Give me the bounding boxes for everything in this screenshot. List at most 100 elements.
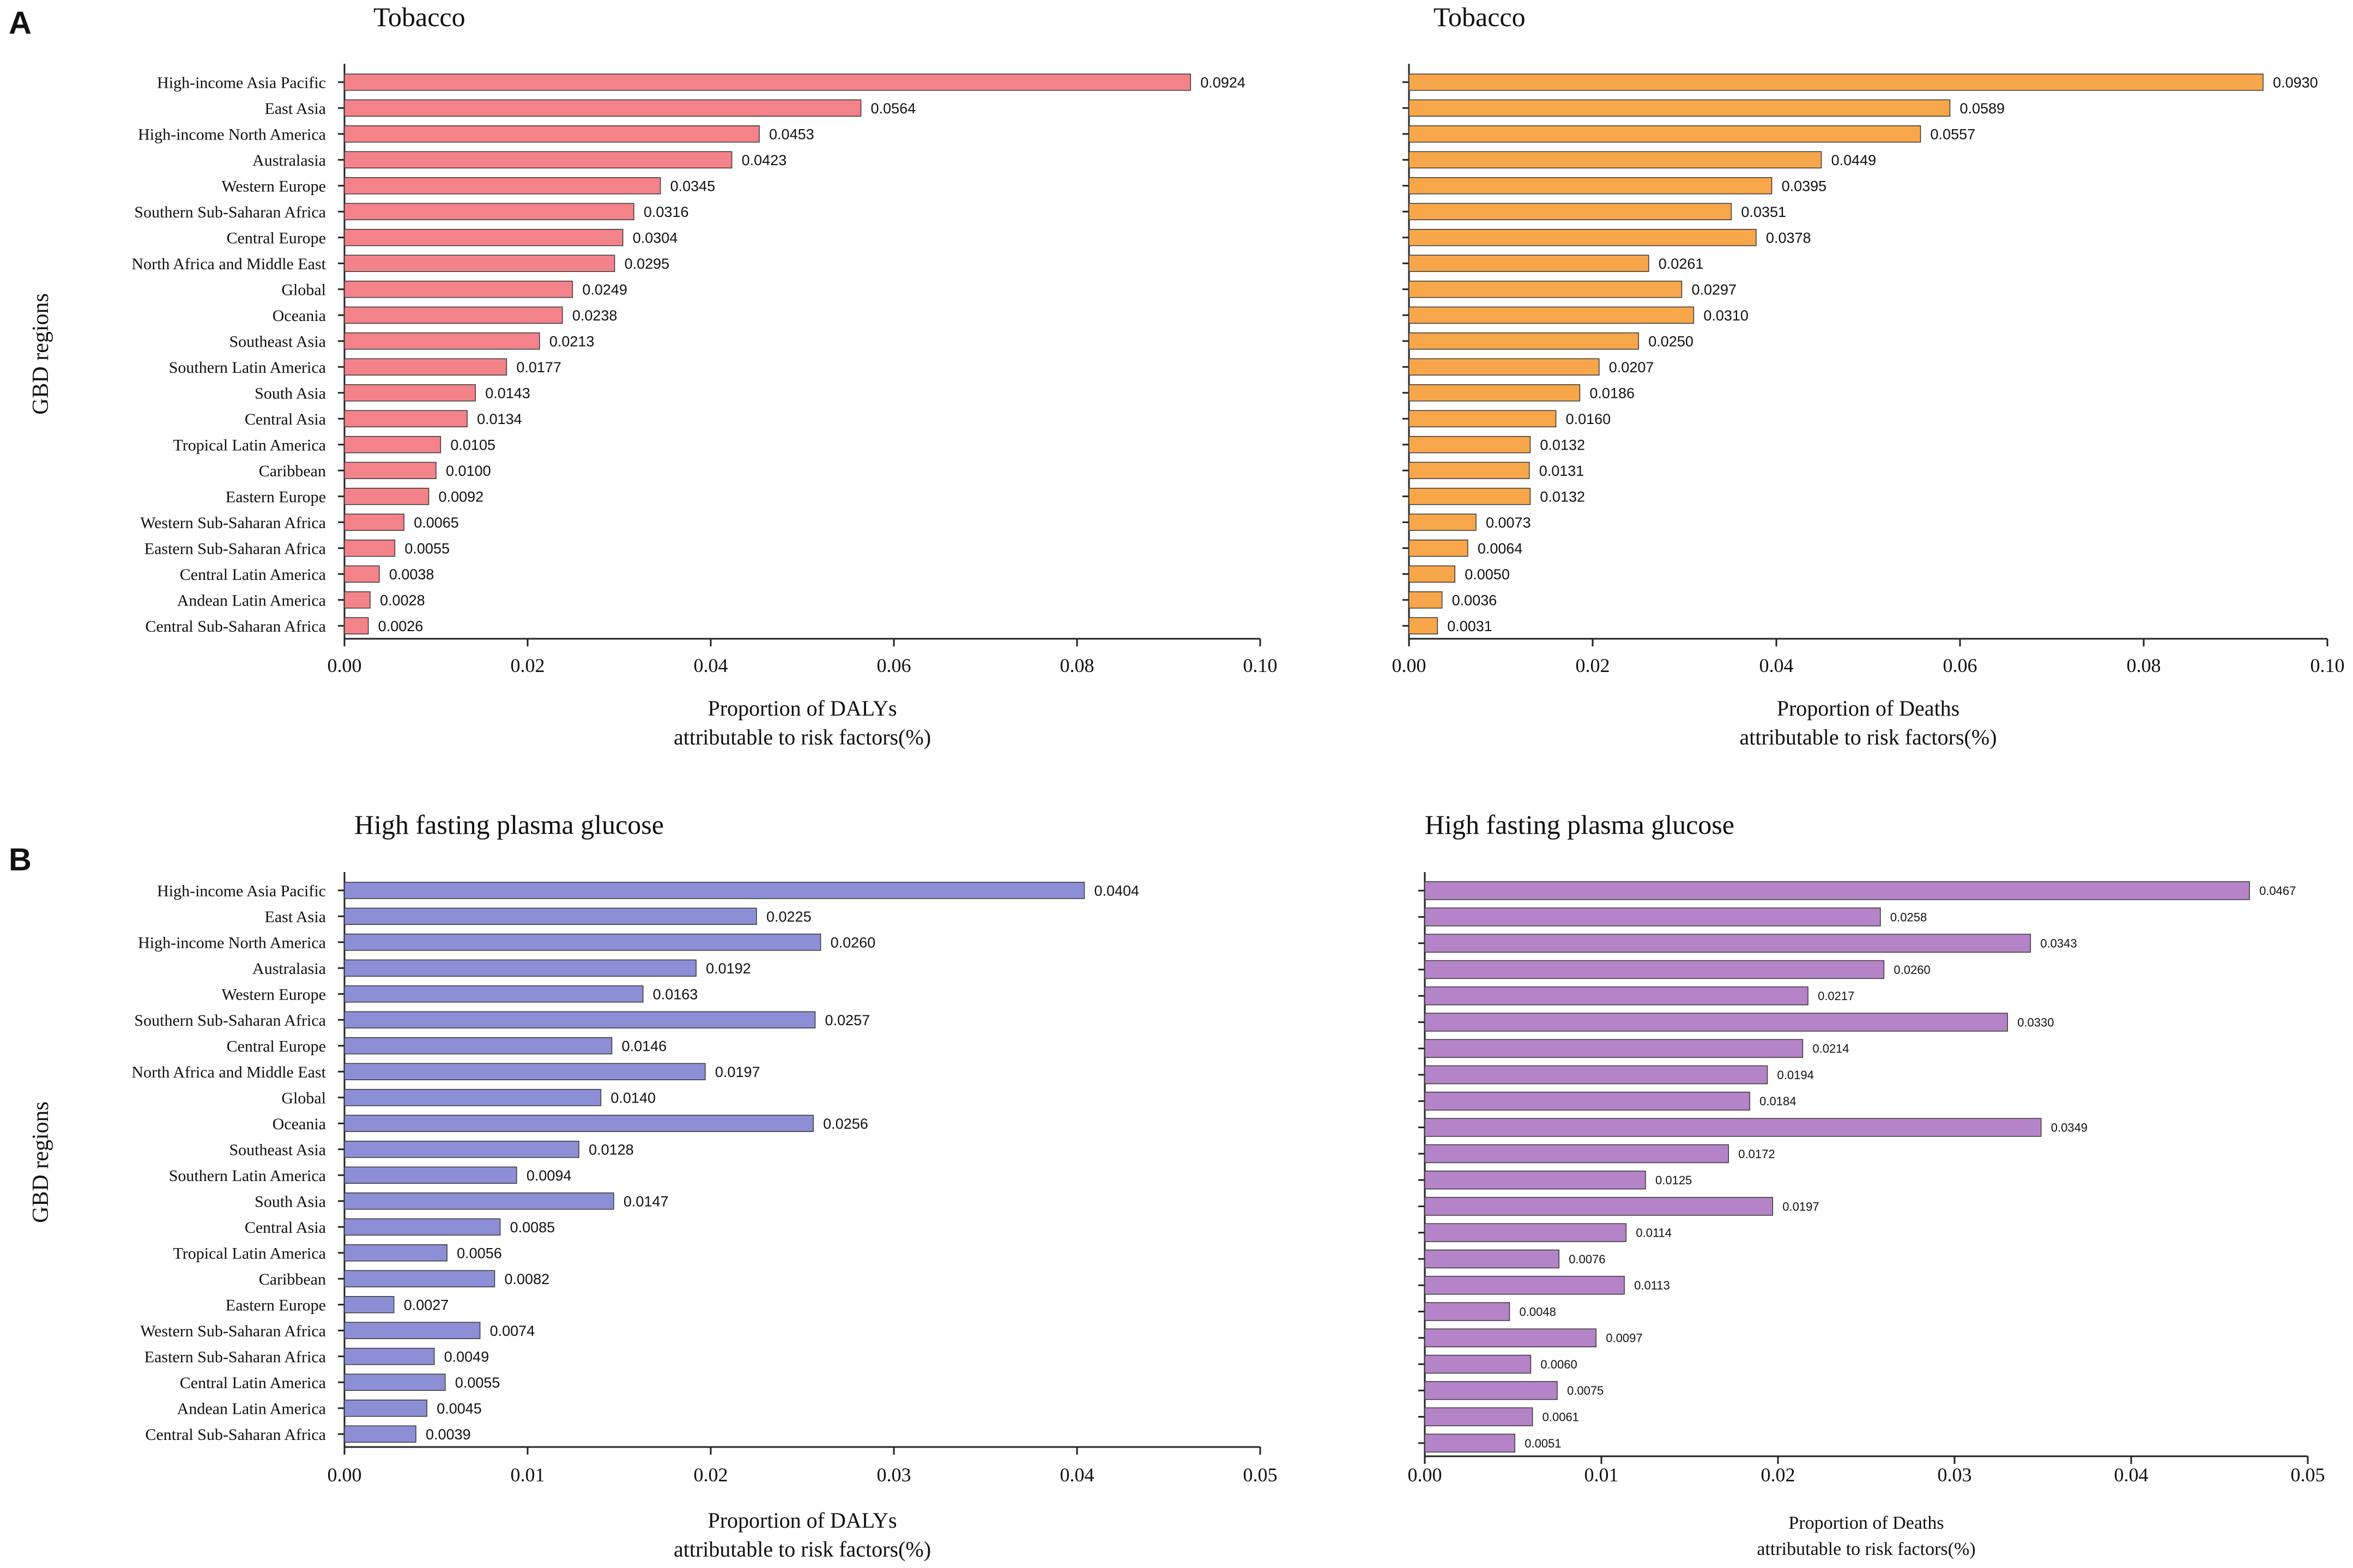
bar-value-label: 0.0140 [610,1089,656,1106]
bar [344,384,476,402]
category-label: Western Europe [221,985,326,1003]
bar [344,1192,614,1210]
bar-value-label: 0.0082 [505,1271,550,1287]
bar-value-label: 0.0076 [1569,1252,1605,1266]
x-axis-title-line2: attributable to risk factors(%) [1739,725,1997,749]
x-axis-title-line2: attributable to risk factors(%) [1757,1539,1975,1559]
bar-value-label: 0.0075 [1567,1384,1604,1397]
bar-value-label: 0.0197 [1782,1200,1819,1213]
bar [1408,306,1695,324]
category-label: Central Sub-Saharan Africa [145,617,326,635]
bar [344,1011,816,1028]
bar-value-label: 0.0345 [670,178,716,194]
category-label: Central Latin America [180,1374,326,1392]
bar [344,125,760,143]
bar-value-label: 0.0207 [1609,359,1654,376]
bar [1424,1302,1510,1321]
bar [1408,358,1600,376]
bar-value-label: 0.0304 [633,229,678,246]
bar-value-label: 0.0225 [766,909,812,925]
bar-value-label: 0.0132 [1540,437,1585,453]
category-label: Australasia [252,152,326,169]
chart-title: Tobacco [373,2,465,32]
bar [344,151,733,168]
bar [1408,332,1639,350]
bar-value-label: 0.0049 [444,1348,489,1365]
bar [344,1089,602,1106]
bar [1408,177,1773,195]
x-tick-label: 0.01 [1584,1464,1619,1486]
bar [344,1166,517,1184]
bar-value-label: 0.0351 [1741,204,1786,220]
bar [344,410,468,427]
bar-value-label: 0.0074 [490,1323,535,1339]
category-label: Tropical Latin America [173,1244,326,1262]
bar-value-label: 0.0073 [1486,514,1531,531]
bar [344,565,380,583]
bar-value-label: 0.0105 [450,437,495,453]
bar-value-label: 0.0036 [1452,592,1497,608]
x-tick-label: 0.02 [694,1464,728,1486]
category-label: Western Sub-Saharan Africa [140,514,326,532]
bar-value-label: 0.0051 [1525,1437,1561,1450]
bar-value-label: 0.0257 [825,1012,870,1028]
category-label: East Asia [265,100,326,118]
category-label: Southeast Asia [229,332,326,350]
bar [1408,281,1683,298]
x-tick-label: 0.08 [1060,655,1094,676]
bar-value-label: 0.0147 [624,1193,669,1209]
bar [344,255,615,272]
bar [1408,203,1732,220]
bar-value-label: 0.0564 [871,100,916,117]
category-label: Central Asia [245,1219,326,1237]
x-tick-label: 0.04 [2114,1464,2149,1486]
bar [344,177,661,195]
bar [1408,410,1557,427]
bar [1408,436,1531,453]
y-axis-title: GBD regions [28,1101,53,1223]
bar [1424,1118,2042,1137]
bar [1424,1275,1625,1295]
bar [1408,151,1822,168]
bar-value-label: 0.0214 [1812,1042,1849,1056]
category-label: Eastern Sub-Saharan Africa [144,540,326,558]
bar-value-label: 0.0038 [389,566,434,583]
bar-value-label: 0.0177 [516,359,561,376]
bar-value-label: 0.0026 [378,618,424,634]
bar [1424,1249,1559,1269]
bar [1424,1223,1627,1242]
category-label: North Africa and Middle East [131,1063,326,1081]
x-tick-label: 0.03 [877,1464,911,1486]
bar [344,229,624,246]
bar-value-label: 0.0249 [582,281,627,298]
category-label: Eastern Sub-Saharan Africa [144,1348,326,1366]
panel-label: B [9,842,32,877]
bar-value-label: 0.0217 [1818,989,1854,1003]
x-tick-label: 0.03 [1938,1464,1972,1486]
x-tick-label: 0.10 [1243,655,1278,676]
bar-value-label: 0.0097 [1606,1331,1642,1345]
x-axis-title-line2: attributable to risk factors(%) [674,1537,931,1561]
category-label: Australasia [252,960,326,978]
bar-value-label: 0.0194 [1777,1068,1814,1082]
bar-value-label: 0.0039 [426,1426,471,1443]
bar [1424,1039,1804,1058]
category-label: Southern Latin America [169,1167,326,1185]
x-tick-label: 0.08 [2127,655,2161,676]
bar-value-label: 0.0048 [1520,1305,1556,1318]
x-tick-label: 0.02 [1576,655,1610,676]
bar-value-label: 0.0297 [1691,281,1737,298]
bar [1424,1381,1558,1400]
bar [344,1244,447,1262]
category-label: Oceania [273,1115,326,1133]
bar [344,513,404,531]
bar-value-label: 0.0050 [1465,566,1510,583]
bar-value-label: 0.0061 [1543,1410,1579,1424]
category-label: Central Sub-Saharan Africa [145,1426,326,1444]
bar-value-label: 0.0055 [404,540,450,556]
bar-value-label: 0.0065 [414,514,459,531]
bar-value-label: 0.0028 [380,592,425,608]
x-tick-label: 0.05 [2291,1464,2325,1486]
bar [344,1115,814,1132]
